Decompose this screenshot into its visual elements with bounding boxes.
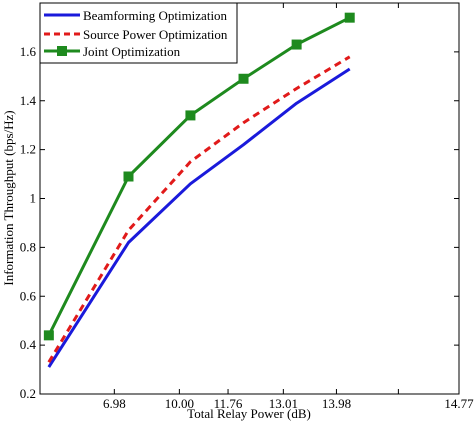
y-tick-label: 1 [30,191,37,206]
data-point-2 [123,171,134,182]
x-tick-label: 10.00 [165,396,194,411]
y-tick-label: 0.6 [20,288,37,303]
data-point-2 [344,12,355,23]
y-tick-label: 1.6 [20,44,37,59]
legend-label-beamforming: Beamforming Optimization [83,8,228,23]
series-line-0 [47,67,351,368]
x-tick-label: 14.77 [444,396,474,411]
legend-label-source-power: Source Power Optimization [83,27,228,42]
y-tick-label: 0.8 [20,239,36,254]
y-tick-label: 0.4 [20,337,37,352]
y-tick-label: 1.4 [20,93,37,108]
data-point-2 [185,110,196,121]
data-point-2 [238,73,249,84]
series-lines [43,12,355,368]
data-point-2 [291,39,302,50]
legend-label-joint: Joint Optimization [83,44,181,59]
x-tick-label: 13.01 [269,396,298,411]
y-axis-label: Information Throughput (bps/Hz) [1,110,16,285]
series-line-2 [47,16,351,337]
y-tick-label: 0.2 [20,386,36,401]
x-axis-label: Total Relay Power (dB) [187,406,311,421]
legend-marker-joint [57,46,67,56]
legend: Beamforming Optimization Source Power Op… [39,2,238,64]
x-tick-label: 13.98 [322,396,351,411]
x-tick-labels: 6.98 10.00 11.76 13.01 13.98 14.77 [103,396,474,411]
x-tick-label: 6.98 [103,396,126,411]
y-tick-labels: 0.2 0.4 0.6 0.8 1 1.2 1.4 1.6 [20,44,37,401]
data-point-2 [43,330,54,341]
series-line-1 [47,55,351,363]
x-tick-label: 11.76 [214,396,243,411]
y-tick-label: 1.2 [20,142,36,157]
legend-box [39,2,238,64]
